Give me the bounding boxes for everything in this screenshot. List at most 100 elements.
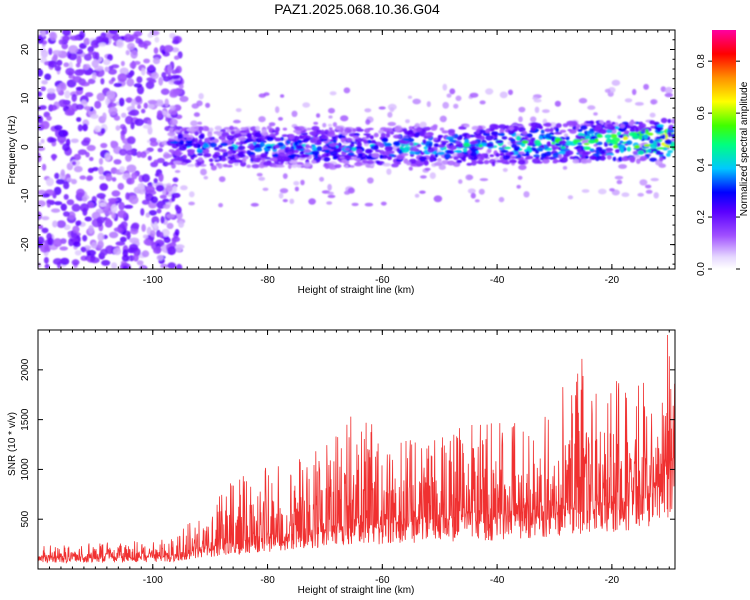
spectrogram-signal-cell xyxy=(477,129,487,134)
spectrogram-noise-cell xyxy=(130,34,139,40)
spectrogram-noise-cell xyxy=(124,33,133,43)
spectrogram-signal-cell xyxy=(419,131,428,137)
spectrogram-noise-cell xyxy=(156,157,165,164)
spectrogram-signal-cell xyxy=(434,144,439,147)
spectrogram-signal-cell xyxy=(453,150,462,153)
spectrogram-signal-cell xyxy=(423,160,429,166)
spectrogram-noise-cell xyxy=(173,80,183,85)
spectrogram-signal-cell xyxy=(305,144,310,149)
spectrogram-noise-cell xyxy=(100,78,105,85)
spectrogram-signal-cell xyxy=(194,137,199,144)
spectrogram-signal-cell xyxy=(512,128,518,132)
snr-panel: -100 -80 -60 -40 -20 500 1000 1500 2000 Height o… xyxy=(7,329,676,596)
spectrogram-noise-cell xyxy=(56,85,62,93)
spectrogram-signal-cell xyxy=(470,151,477,157)
spectrogram-signal-cell xyxy=(656,147,665,150)
spectrogram-noise-cell xyxy=(153,178,158,184)
spectrogram-signal-cell xyxy=(328,127,333,130)
spectrogram-noise-cell xyxy=(110,204,118,213)
spectrogram-signal-cell xyxy=(311,150,320,156)
spectrogram-noise-cell xyxy=(133,253,139,262)
spectrogram-noise-cell xyxy=(56,178,65,185)
spectrogram-signal-cell xyxy=(503,146,511,150)
spectrogram-signal-cell xyxy=(375,160,380,164)
spectrogram-halo-cell xyxy=(518,164,527,171)
spectrogram-signal-cell xyxy=(542,158,550,164)
spectrogram-signal-cell xyxy=(521,130,528,136)
spectrogram-halo-cell xyxy=(534,106,540,114)
spectrogram-signal-cell xyxy=(218,144,223,148)
spectrogram-noise-cell xyxy=(117,210,127,219)
spectrogram-halo-cell xyxy=(365,119,371,125)
spectrogram-signal-cell xyxy=(298,134,303,140)
spectrogram-signal-cell xyxy=(606,154,612,160)
spectrogram-noise-cell xyxy=(66,177,73,182)
spectrogram-halo-cell xyxy=(179,95,189,103)
spectrogram-noise-cell xyxy=(48,47,53,56)
spectrogram-noise-cell xyxy=(38,91,43,97)
spectrogram-signal-cell xyxy=(582,151,591,155)
spectrogram-halo-cell xyxy=(279,188,289,194)
spectrogram-halo-cell xyxy=(198,93,204,100)
spectrogram-signal-cell xyxy=(220,128,226,133)
spectrogram-noise-cell xyxy=(52,220,58,228)
snr-x-tick-label: -80 xyxy=(260,575,275,586)
spectrogram-signal-cell xyxy=(216,162,220,167)
spectrogram-halo-cell xyxy=(278,192,284,199)
spectrogram-noise-cell xyxy=(163,45,174,53)
spectrogram-noise-cell xyxy=(88,78,96,85)
spectrogram-signal-cell xyxy=(252,157,261,163)
spectrogram-signal-cell xyxy=(640,131,645,134)
spectrogram-signal-cell xyxy=(569,156,574,160)
spectrogram-noise-cell xyxy=(105,245,115,255)
spectrogram-noise-cell xyxy=(58,129,68,138)
spectrogram-signal-cell xyxy=(173,160,182,165)
spectrogram-signal-cell xyxy=(223,164,229,168)
spectrogram-signal-cell xyxy=(495,140,504,144)
spectrogram-signal-cell xyxy=(222,151,229,157)
spectrogram-signal-cell xyxy=(478,144,483,148)
spectrogram-noise-cell xyxy=(131,222,140,230)
spectrogram-noise-cell xyxy=(84,216,93,222)
spectrogram-noise-cell xyxy=(79,203,89,213)
spectrogram-signal-cell xyxy=(186,163,195,167)
spectrogram-frame xyxy=(37,29,676,270)
spectrogram-signal-cell xyxy=(500,149,509,153)
spectrogram-signal-cell xyxy=(513,147,520,152)
spectrogram-halo-cell xyxy=(485,88,494,95)
spectrogram-signal-cell xyxy=(466,134,471,139)
spectrogram-signal-cell xyxy=(408,126,414,130)
spectrogram-signal-cell xyxy=(235,141,242,146)
spectrogram-noise-cell xyxy=(126,78,135,87)
spectrogram-halo-cell xyxy=(189,191,195,198)
spectrogram-noise-cell xyxy=(131,99,136,108)
spectrogram-noise-cell xyxy=(47,237,54,246)
spectrogram-halo-cell xyxy=(414,193,420,198)
spectrogram-signal-cell xyxy=(332,156,338,160)
spectrogram-signal-cell xyxy=(284,148,289,153)
spectrogram-noise-cell xyxy=(104,152,111,161)
spectrogram-signal-cell xyxy=(517,159,526,165)
spectrogram-signal-cell xyxy=(551,146,560,150)
spectrogram-noise-cell xyxy=(91,59,99,68)
spectrogram-signal-cell xyxy=(181,162,187,166)
spectrogram-signal-cell xyxy=(227,159,234,164)
spectrogram-noise-cell xyxy=(54,65,62,72)
spectrogram-noise-cell xyxy=(152,57,161,65)
spectrogram-signal-cell xyxy=(271,130,277,133)
spectrogram-noise-cell xyxy=(167,64,172,73)
spectrogram-halo-cell xyxy=(289,198,295,204)
spectrogram-noise-cell xyxy=(61,42,68,50)
spectrogram-noise-cell xyxy=(40,138,45,144)
spectrogram-signal-cell xyxy=(349,143,355,148)
spectrogram-noise-cell xyxy=(71,93,77,102)
spectrogram-noise-cell xyxy=(82,234,88,242)
spectrogram-noise-cell xyxy=(102,112,107,121)
spectrogram-signal-cell xyxy=(167,131,176,137)
snr-y-tick-label: 2000 xyxy=(20,358,31,381)
spectrogram-noise-cell xyxy=(141,108,146,114)
spectrogram-noise-cell xyxy=(46,199,55,204)
spectrogram-signal-cell xyxy=(240,161,247,167)
spectrogram-signal-cell xyxy=(373,132,379,138)
